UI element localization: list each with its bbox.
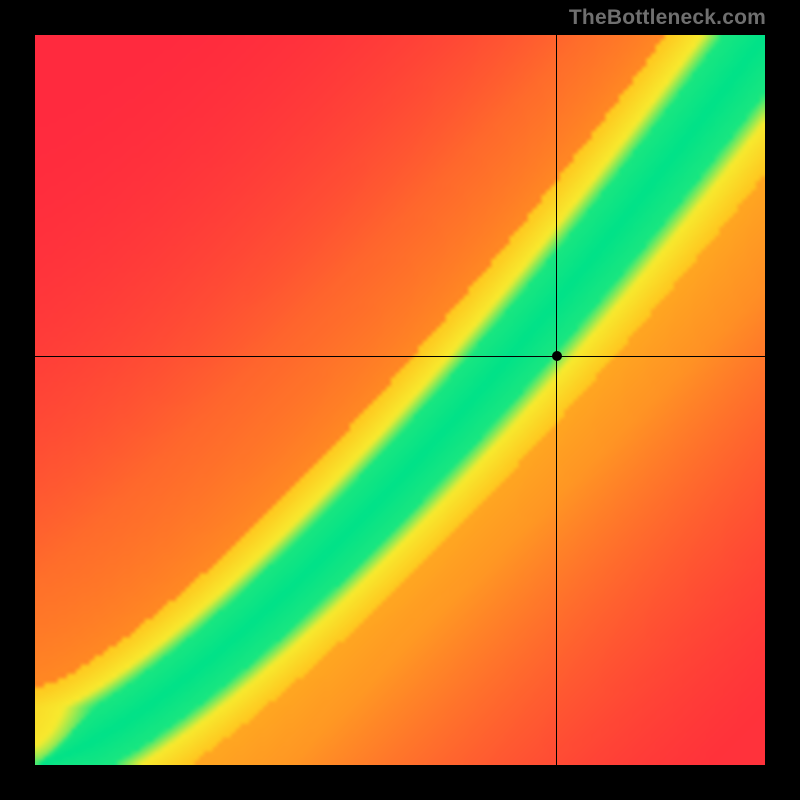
- heatmap-canvas: [35, 35, 765, 765]
- crosshair-horizontal-line: [35, 356, 765, 357]
- chart-container: TheBottleneck.com: [0, 0, 800, 800]
- crosshair-vertical-line: [556, 35, 557, 765]
- watermark-text: TheBottleneck.com: [569, 6, 766, 30]
- crosshair-marker-dot: [552, 351, 562, 361]
